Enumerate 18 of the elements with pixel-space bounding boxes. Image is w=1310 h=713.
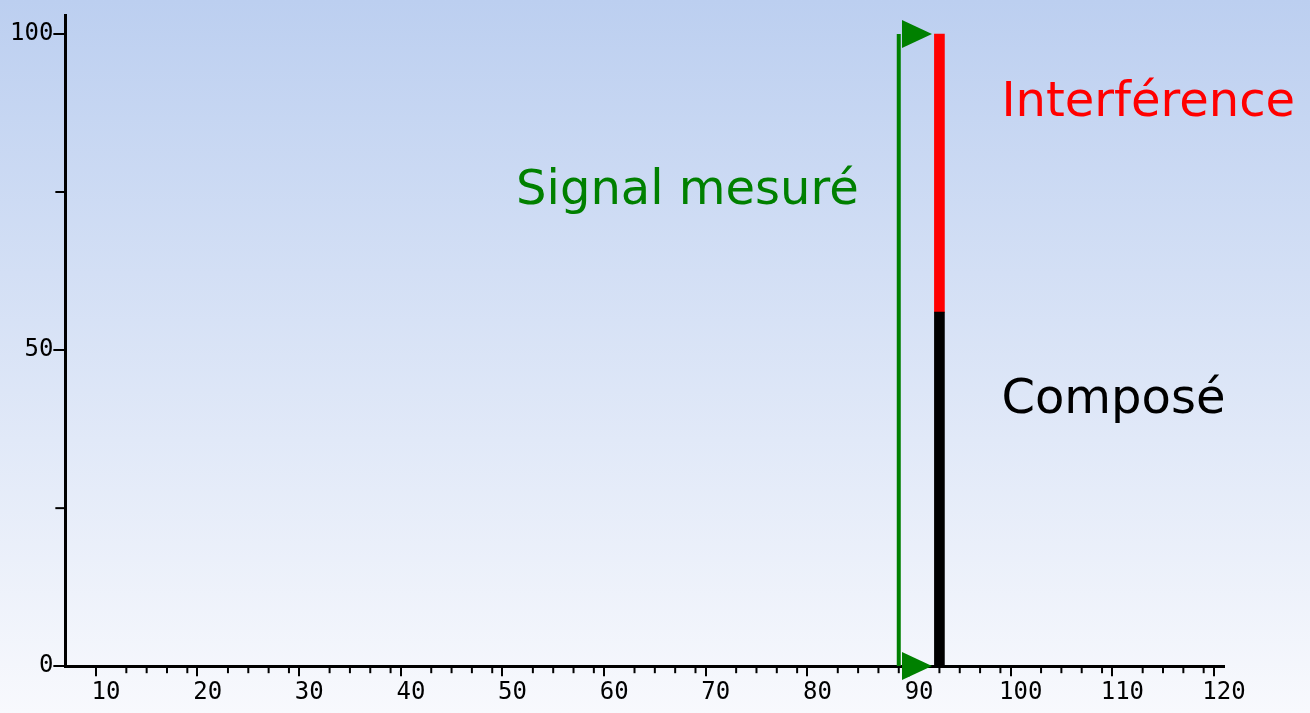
series-label: Interférence: [1001, 70, 1296, 127]
x-tick-label: 80: [803, 676, 832, 705]
x-tick-label: 50: [498, 676, 527, 705]
series-label: Composé: [1001, 367, 1226, 424]
series-label: Signal mesuré: [516, 159, 859, 216]
x-tick-label: 40: [396, 676, 426, 705]
x-tick-label: 120: [1202, 676, 1246, 705]
x-tick-label: 60: [599, 676, 629, 705]
x-tick-label: 20: [193, 676, 223, 705]
y-tick-label: 100: [9, 18, 54, 47]
x-tick-label: 100: [999, 676, 1043, 705]
y-tick-label: 50: [24, 334, 54, 363]
x-tick-label: 10: [91, 676, 121, 705]
x-tick-label: 110: [1100, 676, 1145, 705]
y-tick-label: 0: [38, 650, 54, 679]
x-tick-label: 90: [904, 676, 934, 705]
x-tick-label: 70: [701, 676, 731, 705]
x-tick-label: 30: [294, 676, 324, 705]
